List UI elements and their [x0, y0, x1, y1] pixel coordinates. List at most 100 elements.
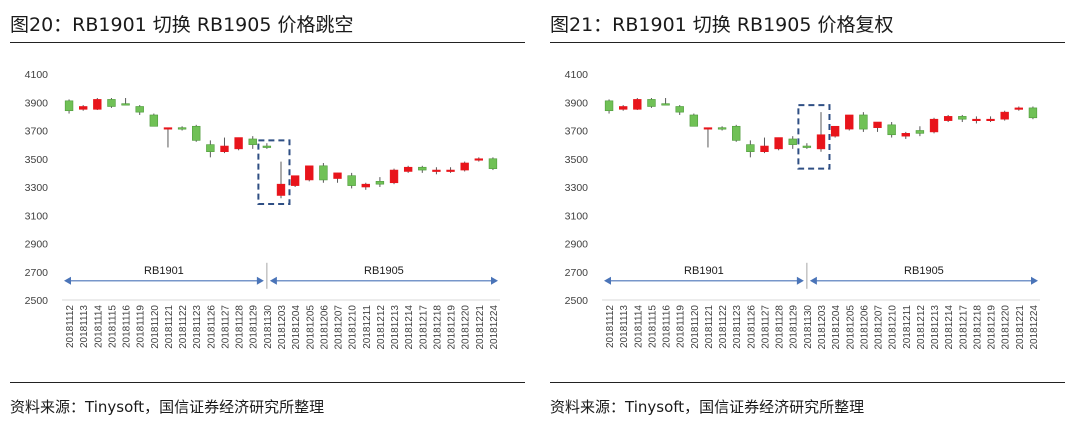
candle-up — [1000, 111, 1009, 120]
y-tick-label: 3300 — [25, 182, 49, 194]
x-tick-label: 20181220 — [461, 305, 472, 350]
candle-down — [859, 114, 868, 130]
x-tick-label: 20181211 — [362, 305, 373, 349]
x-tick-label: 20181130 — [263, 305, 274, 349]
candle-up — [929, 118, 939, 133]
x-tick-label: 20181204 — [291, 305, 302, 350]
candle-down — [802, 145, 812, 148]
y-tick-label: 2500 — [25, 295, 49, 307]
x-tick-label: 20181219 — [447, 305, 458, 350]
x-tick-label: 20181129 — [249, 305, 260, 349]
figure-20-top-rule — [10, 42, 525, 43]
figure-20-title: 图20：RB1901 切换 RB1905 价格跳空 — [10, 14, 354, 36]
candle-up — [986, 118, 995, 121]
candle-up — [389, 169, 399, 184]
figure-20-candlestick-chart: 2500 2700 2900 3100 3300 3500 3700 3900 4100 2018… — [25, 69, 500, 350]
x-tick-label: 20181128 — [775, 305, 786, 349]
candle-down — [689, 114, 699, 127]
y-tick-label: 3100 — [565, 210, 589, 222]
candle-down — [418, 166, 427, 171]
figure-21-title: 图21：RB1901 切换 RB1905 价格复权 — [550, 14, 894, 36]
candle-up — [774, 137, 783, 150]
candle-up — [234, 137, 243, 150]
candle-down — [488, 158, 498, 169]
candle-up — [633, 99, 642, 110]
candle-up — [830, 125, 840, 137]
x-tick-label: 20181120 — [690, 305, 701, 349]
x-tick-label: 20181122 — [718, 305, 729, 349]
x-tick-label: 20181205 — [305, 305, 316, 350]
highlight-dashed-box — [797, 104, 831, 170]
candle-down — [121, 103, 130, 106]
x-tick-label: 20181211 — [902, 305, 913, 349]
x-tick-label: 20181129 — [789, 305, 800, 349]
x-tick-label: 20181224 — [1029, 305, 1040, 350]
y-tick-label: 3500 — [25, 154, 49, 166]
x-tick-label: 20181123 — [192, 305, 203, 349]
candle-up — [163, 127, 173, 130]
x-tick-label: 20181114 — [633, 305, 644, 348]
x-tick-label: 20181127 — [760, 305, 771, 349]
candle-down — [732, 125, 741, 141]
candle-down — [64, 100, 74, 112]
x-tick-label: 20181112 — [605, 305, 616, 348]
x-tick-label: 20181206 — [319, 305, 330, 350]
candle-up — [403, 166, 413, 172]
candle-down — [675, 106, 684, 113]
x-tick-label: 20181112 — [65, 305, 76, 348]
y-tick-label: 3300 — [565, 182, 589, 194]
arrow-head-right — [1031, 276, 1038, 285]
x-tick-label: 20181214 — [404, 305, 415, 350]
x-tick-label: 20181120 — [150, 305, 161, 349]
candle-down — [107, 99, 116, 107]
x-tick-label: 20181221 — [1015, 305, 1026, 350]
y-tick-label: 3700 — [565, 126, 589, 138]
candle-down — [135, 106, 144, 113]
y-tick-label: 2900 — [25, 239, 49, 251]
x-tick-label: 20181121 — [164, 305, 175, 349]
contract-label: RB1905 — [904, 265, 944, 277]
arrow-head-left — [64, 276, 71, 285]
y-tick-label: 3700 — [25, 126, 49, 138]
contract-label: RB1905 — [364, 265, 404, 277]
contract-label: RB1901 — [144, 265, 184, 277]
candle-down — [149, 114, 159, 127]
x-tick-label: 20181113 — [79, 305, 90, 348]
y-tick-label: 3900 — [565, 97, 589, 109]
candle-up — [79, 106, 88, 110]
x-tick-label: 20181207 — [334, 305, 345, 350]
x-tick-label: 20181218 — [432, 305, 443, 350]
figure-21-source: 资料来源：Tinysoft，国信证券经济研究所整理 — [550, 398, 865, 416]
x-tick-label: 20181219 — [987, 305, 998, 350]
candle-up — [474, 158, 483, 161]
x-tick-label: 20181214 — [944, 305, 955, 350]
candle-up — [703, 127, 713, 130]
x-tick-label: 20181130 — [803, 305, 814, 349]
x-tick-label: 20181205 — [845, 305, 856, 350]
x-tick-label: 20181126 — [206, 305, 217, 349]
candle-down — [248, 138, 257, 145]
arrow-head-left — [604, 276, 611, 285]
y-tick-label: 2500 — [565, 295, 589, 307]
contract-label: RB1901 — [684, 265, 724, 277]
arrow-head-left — [269, 276, 277, 285]
candle-up — [361, 183, 370, 188]
x-tick-label: 20181221 — [475, 305, 486, 350]
x-tick-label: 20181128 — [235, 305, 246, 349]
candle-down — [647, 99, 656, 107]
arrow-head-left — [809, 276, 817, 285]
candle-up — [333, 172, 342, 179]
candle-up — [943, 116, 953, 121]
candle-down — [717, 127, 727, 130]
x-tick-label: 20181212 — [376, 305, 387, 350]
x-tick-label: 20181122 — [178, 305, 189, 349]
candle-up — [220, 145, 229, 152]
candle-up — [305, 165, 314, 181]
figure-21-top-rule — [550, 42, 1065, 43]
candle-up — [290, 175, 300, 186]
x-tick-label: 20181212 — [916, 305, 927, 350]
x-tick-label: 20181218 — [972, 305, 983, 350]
y-tick-label: 2700 — [25, 267, 49, 279]
figure-21-candlestick-chart: 2500 2700 2900 3100 3300 3500 3700 3900 4100 2018… — [565, 69, 1040, 350]
candle-up — [816, 134, 826, 150]
